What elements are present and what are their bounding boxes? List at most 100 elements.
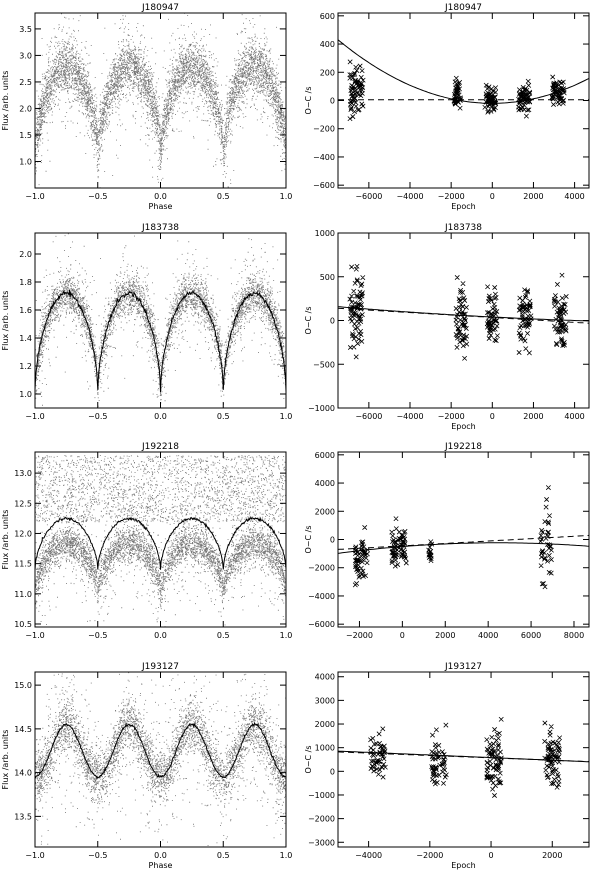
chart-title: J193127 bbox=[444, 662, 482, 672]
x-tick-label: −2000 bbox=[416, 851, 443, 860]
data-points bbox=[35, 455, 286, 627]
x-axis-label: Phase bbox=[149, 861, 173, 870]
y-tick-label: 1.2 bbox=[19, 362, 32, 371]
y-tick-label: 1.8 bbox=[19, 278, 32, 287]
oc-points bbox=[347, 263, 569, 361]
quadratic-fit-line bbox=[338, 39, 589, 104]
mean-light-curve bbox=[35, 289, 286, 393]
y-tick-label: 3000 bbox=[315, 696, 335, 705]
y-tick-label: 13.0 bbox=[14, 469, 32, 478]
y-tick-label: 14.5 bbox=[14, 725, 32, 734]
x-tick-label: 0.5 bbox=[217, 631, 230, 640]
linear-fit-line bbox=[338, 534, 589, 550]
x-tick-label: 4000 bbox=[564, 412, 584, 421]
x-tick-label: 0 bbox=[490, 412, 495, 421]
x-tick-label: 8000 bbox=[564, 631, 584, 640]
x-tick-label: 1.0 bbox=[280, 412, 293, 421]
linear-fit-line bbox=[338, 307, 589, 324]
y-tick-label: 1000 bbox=[315, 744, 335, 753]
x-tick-label: −6000 bbox=[355, 412, 382, 421]
y-tick-label: 200 bbox=[320, 68, 335, 77]
y-tick-label: 12.0 bbox=[14, 529, 32, 538]
x-tick-label: 2000 bbox=[435, 631, 455, 640]
y-tick-label: −400 bbox=[313, 153, 335, 162]
plot-area bbox=[338, 39, 589, 122]
y-tick-label: 1.5 bbox=[19, 131, 32, 140]
y-tick-label: −1000 bbox=[308, 791, 335, 800]
y-axis-label: Flux /arb. units bbox=[1, 730, 10, 790]
chart-title: J183738 bbox=[444, 223, 482, 233]
x-tick-label: 0.0 bbox=[154, 192, 167, 201]
x-axis-label: Epoch bbox=[451, 861, 476, 870]
y-axis-label: O−C /s bbox=[304, 746, 313, 774]
x-tick-label: 2000 bbox=[542, 851, 562, 860]
y-tick-label: −3000 bbox=[308, 838, 335, 847]
x-tick-label: 0.0 bbox=[154, 851, 167, 860]
y-tick-label: 3.5 bbox=[19, 25, 32, 34]
y-tick-label: 2000 bbox=[315, 720, 335, 729]
y-tick-label: 12.5 bbox=[14, 499, 32, 508]
x-tick-label: 4000 bbox=[564, 192, 584, 201]
x-tick-label: 0.5 bbox=[217, 192, 230, 201]
x-tick-label: −4000 bbox=[355, 851, 382, 860]
y-tick-label: 2.0 bbox=[19, 104, 32, 113]
chart-title: J192218 bbox=[141, 442, 179, 452]
x-tick-label: 1.0 bbox=[280, 851, 293, 860]
y-tick-label: 1000 bbox=[315, 229, 335, 238]
x-tick-label: −2000 bbox=[438, 192, 465, 201]
x-tick-label: −1.0 bbox=[25, 851, 44, 860]
x-axis-label: Epoch bbox=[451, 202, 476, 211]
y-tick-label: 2.5 bbox=[19, 78, 32, 87]
oc-points bbox=[347, 59, 567, 122]
x-axis-label: Epoch bbox=[451, 422, 476, 431]
x-tick-label: 4000 bbox=[478, 631, 498, 640]
plot-area bbox=[35, 13, 286, 188]
x-tick-label: 6000 bbox=[521, 631, 541, 640]
plot-area bbox=[35, 455, 286, 627]
chart-title: J180947 bbox=[444, 3, 482, 13]
y-tick-label: −200 bbox=[313, 125, 335, 134]
y-tick-label: 4000 bbox=[315, 479, 335, 488]
chart-title: J183738 bbox=[141, 223, 179, 233]
linear-fit-line bbox=[338, 751, 589, 763]
y-tick-label: 0 bbox=[330, 536, 335, 545]
x-tick-label: −0.5 bbox=[88, 851, 107, 860]
x-tick-label: −1.0 bbox=[25, 631, 44, 640]
data-points bbox=[35, 233, 286, 407]
y-tick-label: 10.5 bbox=[14, 620, 32, 629]
x-tick-label: 2000 bbox=[523, 192, 543, 201]
x-tick-label: 0 bbox=[489, 851, 494, 860]
x-tick-label: 0.0 bbox=[154, 631, 167, 640]
y-tick-label: −600 bbox=[313, 181, 335, 190]
chart-panel-3: −1.0 −0.5 0.0 0.5 1.0 1.0 1.2 1.4 1.6 1.8 2.0 J1837… bbox=[1, 223, 293, 421]
y-tick-label: 13.5 bbox=[14, 812, 32, 821]
y-axis-label: O−C /s bbox=[304, 526, 313, 554]
x-tick-label: 1.0 bbox=[280, 631, 293, 640]
chart-title: J193127 bbox=[141, 662, 179, 672]
y-tick-label: 600 bbox=[320, 12, 335, 21]
chart-panel-8: −4000 −2000 0 2000 −3000 −2000 −1000 0 1000 2000 3… bbox=[304, 662, 590, 870]
y-tick-label: −2000 bbox=[308, 815, 335, 824]
chart-title: J180947 bbox=[141, 3, 179, 13]
y-axis-label: O−C /s bbox=[304, 307, 313, 335]
x-tick-label: −4000 bbox=[396, 412, 423, 421]
y-tick-label: −2000 bbox=[308, 564, 335, 573]
y-axis-label: O−C /s bbox=[304, 87, 313, 115]
x-tick-label: 1.0 bbox=[280, 192, 293, 201]
y-tick-label: −4000 bbox=[308, 592, 335, 601]
y-tick-label: 2.0 bbox=[19, 250, 32, 259]
y-tick-label: 15.0 bbox=[14, 681, 32, 690]
mean-light-curve bbox=[35, 722, 286, 780]
x-tick-label: 0 bbox=[400, 631, 405, 640]
x-tick-label: 0 bbox=[490, 192, 495, 201]
mean-light-curve bbox=[35, 516, 286, 571]
y-tick-label: −6000 bbox=[308, 620, 335, 629]
oc-points bbox=[368, 716, 563, 798]
y-tick-label: 3.0 bbox=[19, 51, 32, 60]
x-tick-label: −2000 bbox=[438, 412, 465, 421]
y-axis-label: Flux /arb. units bbox=[1, 510, 10, 570]
y-tick-label: 11.5 bbox=[14, 560, 32, 569]
plot-area bbox=[338, 716, 589, 798]
x-tick-label: −0.5 bbox=[88, 412, 107, 421]
data-points bbox=[35, 13, 286, 188]
